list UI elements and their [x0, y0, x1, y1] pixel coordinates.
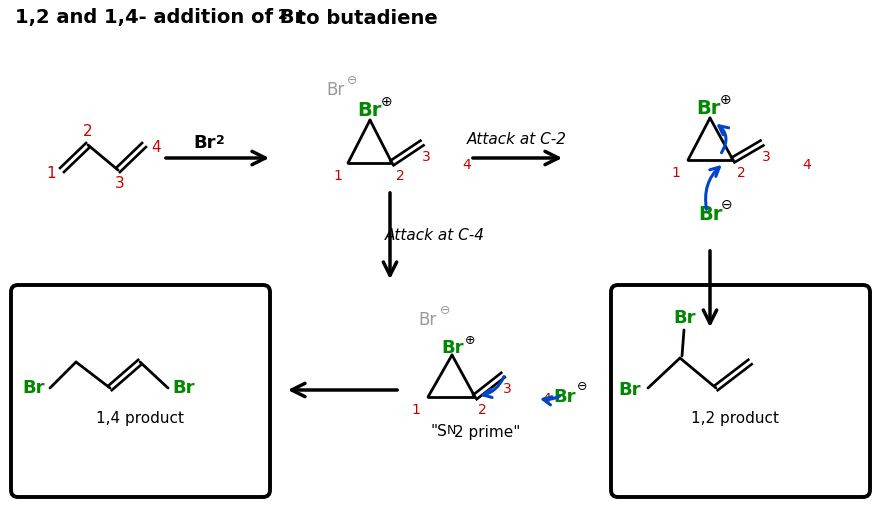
Text: ⊕: ⊕ — [381, 95, 392, 109]
Text: Br: Br — [194, 134, 216, 152]
Text: 1,2 and 1,4- addition of Br: 1,2 and 1,4- addition of Br — [15, 8, 304, 28]
Text: 2: 2 — [278, 8, 288, 22]
Text: Attack at C-4: Attack at C-4 — [385, 228, 485, 243]
FancyBboxPatch shape — [611, 285, 870, 497]
Text: 3: 3 — [422, 150, 430, 164]
Text: 4: 4 — [543, 392, 552, 406]
Text: 1,2 product: 1,2 product — [691, 411, 779, 426]
Text: 2: 2 — [216, 134, 224, 146]
Text: Attack at C-2: Attack at C-2 — [467, 132, 567, 147]
Text: to butadiene: to butadiene — [290, 8, 437, 28]
Text: 1,4 product: 1,4 product — [96, 411, 184, 426]
Text: "S: "S — [430, 425, 447, 439]
Text: 1: 1 — [334, 169, 342, 183]
Text: ⊖: ⊖ — [347, 74, 357, 86]
Text: 2: 2 — [396, 169, 405, 183]
Text: Br: Br — [554, 388, 576, 406]
Text: ⊖: ⊖ — [576, 381, 587, 393]
Text: 2 prime": 2 prime" — [454, 425, 520, 439]
Text: Br: Br — [696, 100, 720, 119]
Text: Br: Br — [674, 309, 696, 327]
Text: 3: 3 — [761, 150, 770, 164]
Text: 2: 2 — [84, 125, 92, 139]
Text: 3: 3 — [115, 175, 125, 190]
Text: N: N — [447, 423, 457, 437]
Text: 2: 2 — [478, 403, 487, 417]
Text: Br: Br — [698, 206, 722, 225]
Text: Br: Br — [23, 379, 45, 397]
Text: 3: 3 — [502, 382, 511, 396]
Text: 1: 1 — [671, 166, 680, 180]
FancyBboxPatch shape — [11, 285, 270, 497]
Text: ⊖: ⊖ — [440, 304, 451, 316]
Text: 2: 2 — [737, 166, 745, 180]
Text: Br: Br — [442, 339, 465, 357]
Text: ⊖: ⊖ — [722, 198, 733, 212]
Text: ⊕: ⊕ — [465, 333, 475, 347]
Text: Br: Br — [419, 311, 437, 329]
Text: 1: 1 — [46, 165, 55, 181]
Text: ⊕: ⊕ — [720, 93, 732, 107]
Text: Br: Br — [619, 381, 642, 399]
Text: 1: 1 — [412, 403, 421, 417]
Text: 4: 4 — [151, 139, 161, 155]
Text: 4: 4 — [803, 158, 811, 172]
Text: Br: Br — [326, 81, 344, 99]
Text: Br: Br — [356, 102, 381, 120]
Text: 4: 4 — [463, 158, 472, 172]
Text: Br: Br — [172, 379, 195, 397]
